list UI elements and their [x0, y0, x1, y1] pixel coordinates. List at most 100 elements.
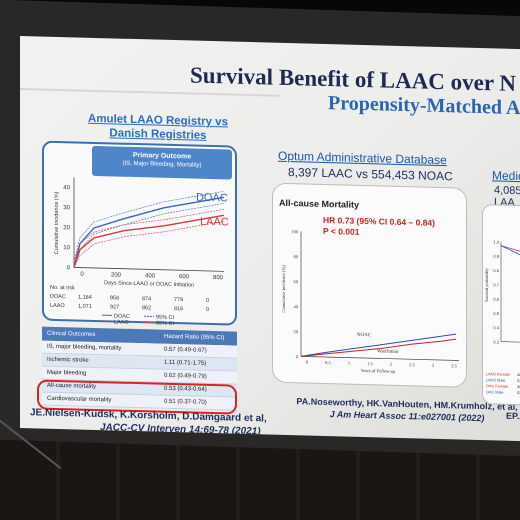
at-risk-value: 0 [206, 307, 209, 313]
mortality-chart-card: 0 20 40 60 80 100 0 0.5 1 1.5 2 2.5 3 3.5 Years of Fol… [272, 182, 467, 388]
mid-x-tick: 1.5 [367, 361, 373, 366]
legend-entry: 95% CI [156, 321, 175, 327]
km-y-tick: 30 [63, 205, 70, 211]
r-risk-value: 5324 [517, 379, 520, 383]
r-risk-group: LAAO Male [486, 378, 505, 383]
at-risk-label: No. at risk [50, 285, 75, 292]
outcome-hazard-ratio: 0.57 (0.49-0.67) [164, 346, 207, 354]
right-citation: EP.Zeitler [506, 410, 520, 422]
outcome-name: Major bleeding [47, 369, 87, 377]
km-x-tick: 200 [111, 272, 122, 278]
doac-ci-lower [73, 203, 225, 268]
r-risk-group: OAC Male [486, 390, 504, 394]
r-y-tick: 0.7 [493, 282, 499, 287]
hazard-ratio-text: HR 0.73 (95% CI 0.64 – 0.84) P < 0.001 [323, 215, 435, 240]
km-y-tick: 20 [63, 225, 70, 231]
legend-entry: LAAO [114, 319, 129, 325]
km-chart-card: 0 10 20 30 40 0 200 400 600 800 Days Since LAAO or… [42, 140, 237, 327]
km-x-label: Days Since LAAO or DOAC Initiation [104, 280, 194, 288]
r-y-tick: 0.8 [493, 268, 499, 273]
km-y-tick: 40 [63, 185, 70, 191]
mid-x-label: Years of Follow-up [361, 368, 397, 374]
mid-y-tick: 0 [296, 354, 299, 359]
r-risk-group: LAAO Female [486, 372, 510, 377]
r-risk-group: OAC Female [486, 384, 508, 389]
at-risk-group: DOAC [50, 294, 66, 300]
doac-ci-upper [73, 191, 225, 262]
km-x-tick: 400 [145, 273, 156, 279]
at-risk-value: 956 [110, 295, 119, 301]
laac-ci-lower [73, 221, 225, 268]
at-risk-value: 1,184 [78, 295, 92, 301]
slide-subtitle: Propensity-Matched A [328, 92, 520, 120]
outcome-hazard-ratio: 0.62 (0.49-0.79) [164, 372, 207, 380]
r-risk-value: 4084 [517, 385, 520, 389]
km-y-tick: 0 [67, 265, 71, 271]
presentation-slide: Survival Benefit of LAAC over N Propensi… [20, 36, 520, 442]
col-header-hazard: Hazard Ratio (95% CI) [164, 333, 225, 342]
km-x-tick: 0 [80, 272, 84, 278]
at-risk-value: 862 [142, 305, 151, 311]
at-risk-value: 874 [142, 296, 151, 302]
r-x-axis [501, 341, 520, 344]
km-y-tick: 10 [63, 245, 70, 251]
laac-curve [73, 214, 225, 268]
mid-y-tick: 20 [294, 329, 299, 334]
at-risk-value: 816 [174, 306, 183, 312]
km-chart-title-box: Primary Outcome (IS, Major Bleeding, Mor… [92, 145, 232, 180]
outcome-hazard-ratio: 1.11 (0.71-1.75) [164, 359, 207, 367]
mid-x-axis [301, 356, 459, 361]
laac-ci-upper [73, 209, 225, 262]
legend-entry: 95% CI [156, 315, 175, 321]
mid-x-tick: 3.5 [451, 363, 457, 368]
doac-curve [73, 196, 225, 268]
outcome-name: Ischemic stroke [47, 356, 89, 364]
km-chart-title: Primary Outcome [132, 151, 192, 161]
r-y-tick: 0.3 [493, 339, 499, 344]
laac-label: LAAC [200, 216, 229, 229]
km-x-tick: 600 [179, 274, 190, 280]
r-curve-1 [500, 245, 520, 260]
mid-y-tick: 60 [294, 279, 299, 284]
mid-y-tick: 100 [291, 229, 298, 234]
at-risk-value: 1,071 [78, 304, 92, 310]
r-risk-value: 5324 [517, 391, 520, 395]
watchman-curve [300, 338, 457, 357]
r-y-tick: 0.4 [493, 325, 499, 330]
r-y-tick: 1.0 [493, 239, 499, 244]
mid-x-tick: 0 [306, 359, 309, 364]
r-y-tick: 0.6 [493, 297, 499, 302]
mid-x-tick: 0.5 [325, 360, 331, 365]
mid-x-tick: 2 [390, 362, 392, 367]
optum-counts: 8,397 LAAC vs 554,453 NOAC [288, 165, 453, 184]
mortality-chart: 0 20 40 60 80 100 0 0.5 1 1.5 2 2.5 3 3.5 Years of Fol… [281, 229, 459, 374]
watchman-curve-label: Watchman [377, 349, 399, 355]
mid-y-tick: 80 [294, 254, 299, 259]
r-y-tick: 0.9 [493, 254, 499, 259]
km-x-tick: 800 [213, 275, 224, 281]
noac-curve [300, 333, 457, 357]
outcome-name: IS, major bleeding, mortality [47, 343, 122, 352]
at-risk-value: 0 [206, 298, 209, 304]
legend-entry: DOAC [114, 313, 130, 319]
at-risk-group: LAAO [50, 303, 65, 309]
km-chart-subtitle: (IS, Major Bleeding, Mortality) [122, 160, 202, 169]
survival-chart-card: 1.0 0.9 0.8 0.7 0.6 0.5 0.4 0.3 Survival probabi… [482, 204, 520, 407]
r-y-label: Survival probability [484, 268, 489, 302]
survival-chart: 1.0 0.9 0.8 0.7 0.6 0.5 0.4 0.3 Survival probabi… [484, 239, 520, 395]
optum-heading: Optum Administrative Database [278, 148, 447, 168]
mid-y-label: Cumulative Incidence (%) [281, 265, 286, 313]
medicare-heading: Medic [492, 168, 520, 184]
at-risk-value: 779 [174, 297, 183, 303]
col-header-outcome: Clinical Outcomes [47, 330, 96, 338]
mid-x-tick: 2.5 [409, 362, 415, 367]
mid-y-tick: 40 [294, 304, 299, 309]
mid-x-tick: 3 [432, 363, 435, 368]
doac-label: DOAC [196, 192, 228, 205]
mid-x-tick: 1 [348, 361, 350, 366]
r-curve-2 [500, 245, 520, 268]
r-risk-value: 4084 [517, 373, 520, 377]
at-risk-value: 927 [110, 304, 119, 310]
mortality-chart-title: All-cause Mortality [279, 197, 360, 210]
